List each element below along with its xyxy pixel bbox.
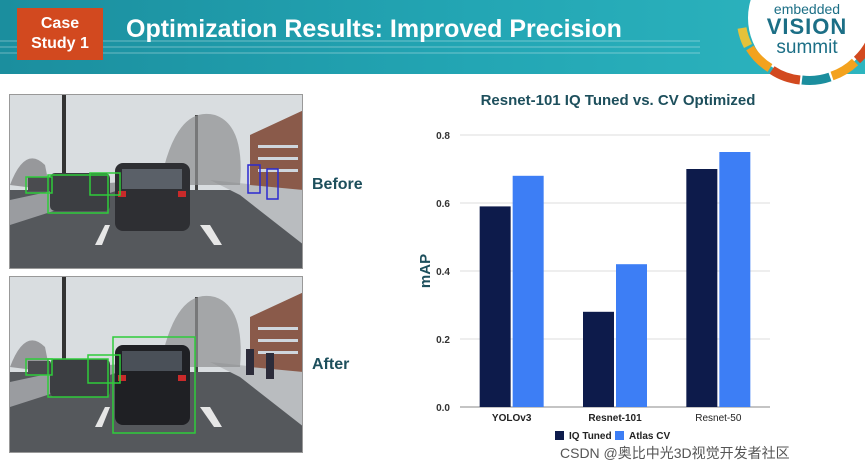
logo-line3: summit [776, 37, 838, 58]
legend-label: IQ Tuned [569, 431, 612, 442]
bar-iq-tuned-resnet-50 [686, 169, 718, 407]
y-tick-label: 0.2 [436, 335, 450, 346]
case-badge-line1: Case [40, 15, 80, 32]
legend-swatch [555, 431, 564, 440]
bar-iq-tuned-resnet-101 [583, 311, 614, 407]
bar-iq-tuned-yolov3 [479, 206, 511, 407]
bar-chart: 0.0 0.2 0.4 0.6 0.8 mAP YOLOv3 Resnet-101 Resnet… [417, 131, 770, 442]
x-tick-label: Resnet-50 [695, 413, 742, 424]
x-tick-label: YOLOv3 [492, 413, 532, 424]
slide-title: Optimization Results: Improved Precision [126, 15, 622, 43]
bar-atlas-cv-resnet-101 [616, 264, 647, 407]
y-tick-label: 0.4 [436, 267, 450, 278]
case-study-badge: Case Study 1 [17, 8, 103, 60]
after-label: After [312, 356, 350, 373]
logo-line1: embedded [773, 1, 841, 17]
legend-label: Atlas CV [629, 431, 670, 442]
banner-stripe [0, 40, 700, 42]
x-tick-label: Resnet-101 [588, 413, 642, 424]
y-axis-label: mAP [417, 254, 434, 288]
before-label: Before [312, 176, 363, 193]
after-photo [9, 276, 303, 453]
summit-logo-text: embedded VISION summit [752, 0, 862, 57]
banner-stripe [0, 52, 700, 54]
legend-swatch [615, 431, 624, 440]
y-tick-label: 0.8 [436, 131, 450, 142]
summit-logo-icon [737, 0, 865, 85]
bar-atlas-cv-resnet-50 [719, 152, 751, 407]
y-tick-label: 0.0 [436, 403, 450, 414]
watermark: CSDN @奥比中光3D视觉开发者社区 [560, 445, 790, 461]
banner-stripe [0, 46, 700, 48]
chart-title: Resnet-101 IQ Tuned vs. CV Optimized [480, 92, 756, 109]
logo-line2: VISION [766, 14, 848, 39]
bar-atlas-cv-yolov3 [512, 175, 544, 407]
before-photo [9, 94, 303, 269]
y-tick-label: 0.6 [436, 199, 450, 210]
header-banner: Case Study 1 Optimization Results: Impro… [0, 0, 865, 74]
case-badge-line2: Study 1 [31, 35, 89, 52]
